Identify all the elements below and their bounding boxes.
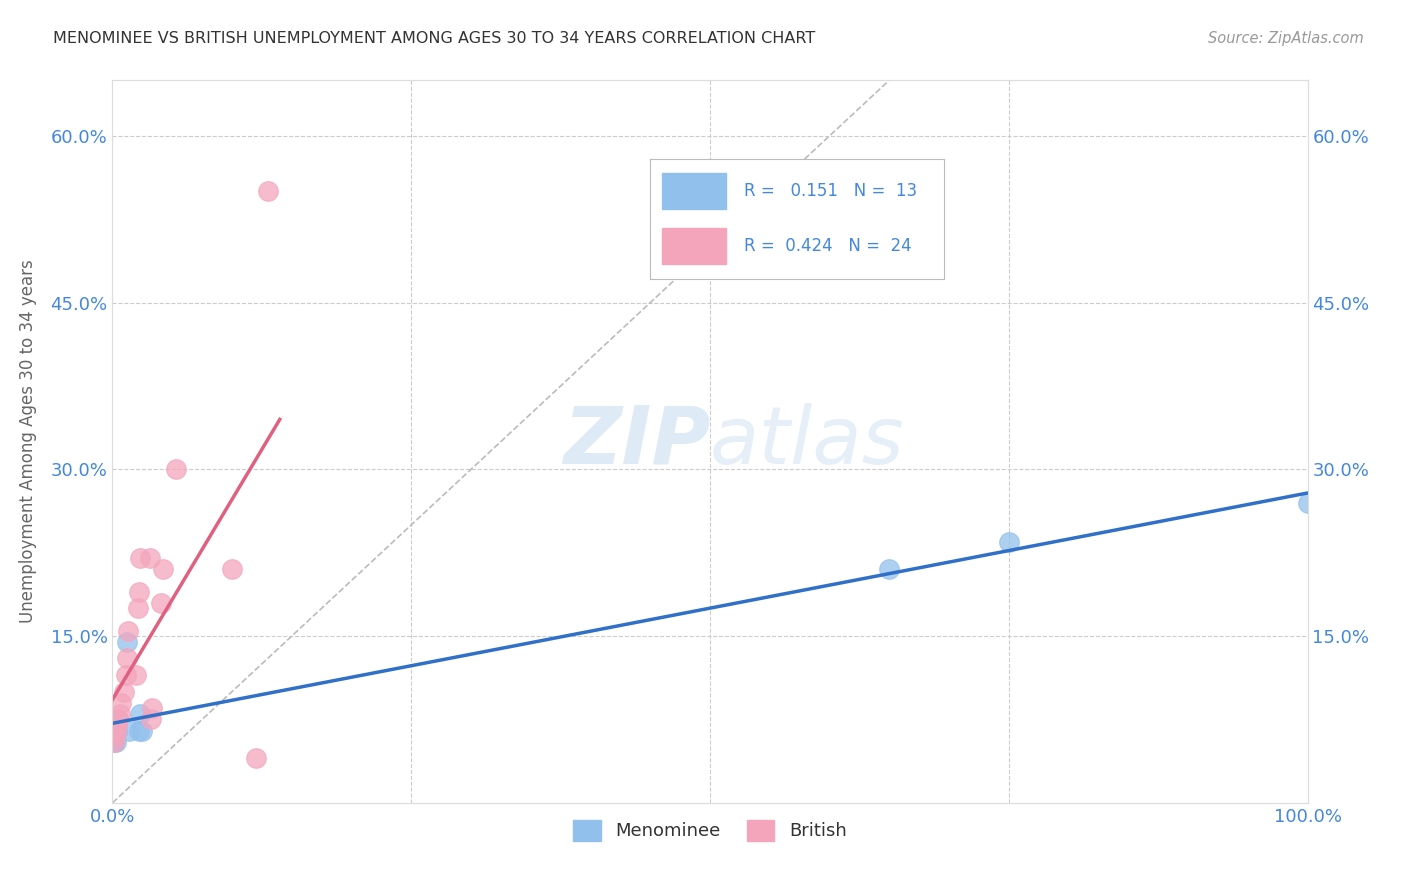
Point	[118, 723, 141, 738]
Text: MENOMINEE VS BRITISH UNEMPLOYMENT AMONG AGES 30 TO 34 YEARS CORRELATION CHART: MENOMINEE VS BRITISH UNEMPLOYMENT AMONG …	[53, 31, 815, 46]
Point	[257, 185, 280, 199]
Point	[138, 551, 160, 566]
Point	[1296, 496, 1319, 510]
Point	[103, 734, 125, 748]
Point	[107, 713, 129, 727]
Point	[128, 723, 150, 738]
Text: R =  0.424   N =  24: R = 0.424 N = 24	[744, 237, 911, 255]
Point	[221, 562, 243, 576]
Point	[110, 696, 132, 710]
Point	[107, 713, 129, 727]
Point	[105, 734, 128, 748]
Point	[998, 534, 1021, 549]
Point	[114, 684, 135, 698]
Point	[115, 651, 138, 665]
Point	[141, 701, 163, 715]
Text: R =   0.151   N =  13: R = 0.151 N = 13	[744, 182, 917, 200]
Point	[104, 729, 127, 743]
Point	[131, 723, 153, 738]
Text: Source: ZipAtlas.com: Source: ZipAtlas.com	[1208, 31, 1364, 46]
Point	[127, 601, 149, 615]
Text: atlas: atlas	[710, 402, 905, 481]
Point	[129, 706, 152, 721]
Point	[152, 562, 174, 576]
Point	[115, 634, 138, 648]
Point	[105, 723, 128, 738]
Point	[129, 551, 152, 566]
Point	[105, 718, 128, 732]
Text: ZIP: ZIP	[562, 402, 710, 481]
Legend: Menominee, British: Menominee, British	[567, 813, 853, 848]
Point	[108, 706, 131, 721]
Point	[879, 562, 901, 576]
Point	[165, 462, 187, 476]
FancyBboxPatch shape	[661, 173, 727, 209]
Point	[150, 596, 173, 610]
Point	[139, 713, 162, 727]
Point	[114, 668, 136, 682]
Point	[117, 624, 139, 638]
Point	[128, 584, 150, 599]
Point	[245, 751, 267, 765]
Point	[125, 668, 148, 682]
Y-axis label: Unemployment Among Ages 30 to 34 years: Unemployment Among Ages 30 to 34 years	[18, 260, 37, 624]
Point	[104, 723, 127, 738]
Point	[103, 734, 125, 748]
FancyBboxPatch shape	[661, 228, 727, 264]
Point	[105, 723, 128, 738]
